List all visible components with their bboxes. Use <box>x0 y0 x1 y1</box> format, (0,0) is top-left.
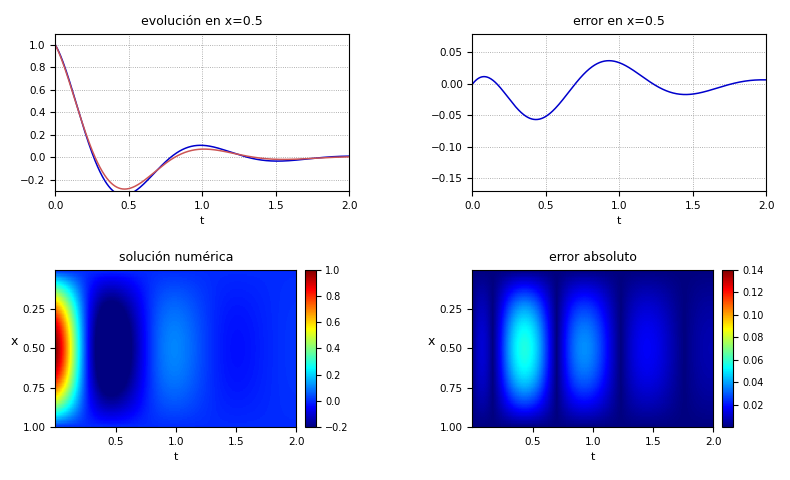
Title: solución numérica: solución numérica <box>118 252 233 264</box>
X-axis label: t: t <box>200 216 205 226</box>
X-axis label: t: t <box>174 453 178 462</box>
X-axis label: t: t <box>617 216 622 226</box>
X-axis label: t: t <box>591 453 595 462</box>
Title: error absoluto: error absoluto <box>549 252 637 264</box>
Title: error en x=0.5: error en x=0.5 <box>574 15 665 28</box>
Y-axis label: x: x <box>10 336 18 348</box>
Y-axis label: x: x <box>427 336 435 348</box>
Title: evolución en x=0.5: evolución en x=0.5 <box>141 15 263 28</box>
